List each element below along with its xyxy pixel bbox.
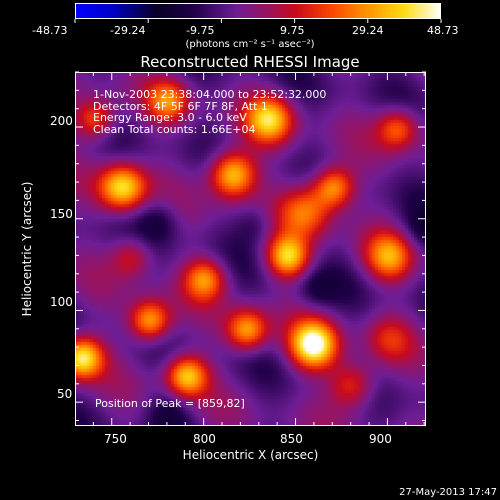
y-axis-label: Heliocentric Y (arcsec) <box>20 181 34 317</box>
colorbar <box>75 3 441 19</box>
annotation-energy: Energy Range: 3.0 - 6.0 keV <box>93 111 247 124</box>
annotation-time-range: 1-Nov-2003 23:38:04.000 to 23:52:32.000 <box>93 88 327 101</box>
x-tick-label: 750 <box>104 432 127 446</box>
footer-timestamp: 27-May-2013 17:47 <box>399 487 497 498</box>
y-tick-label: 200 <box>50 114 73 128</box>
chart-title: Reconstructed RHESSI Image <box>140 53 360 71</box>
image-annotations: 1-Nov-2003 23:38:04.000 to 23:52:32.000 … <box>93 89 326 135</box>
x-tick-label: 900 <box>369 432 392 446</box>
x-axis-label: Heliocentric X (arcsec) <box>182 448 319 462</box>
y-tick-label: 150 <box>50 207 73 221</box>
colorbar-tick-label: 29.24 <box>352 24 384 37</box>
colorbar-frame <box>75 3 441 19</box>
colorbar-tick-label: 9.75 <box>280 24 305 37</box>
colorbar-tick-label: -9.75 <box>186 24 215 37</box>
annotation-clean: Clean Total counts: 1.66E+04 <box>93 122 256 136</box>
annotation-peak: Position of Peak = [859,82] <box>95 397 245 410</box>
colorbar-tick-label: 48.73 <box>427 24 459 37</box>
x-tick-label: 850 <box>280 432 303 446</box>
colorbar-ticks <box>74 19 442 23</box>
y-tick-label: 100 <box>50 295 73 309</box>
colorbar-units: (photons cm⁻² s⁻¹ asec⁻²) <box>185 39 315 50</box>
x-tick-label: 800 <box>193 432 216 446</box>
colorbar-tick-label: -29.24 <box>110 24 146 37</box>
colorbar-tick-label: -48.73 <box>32 24 68 37</box>
y-tick-label: 50 <box>57 387 73 401</box>
